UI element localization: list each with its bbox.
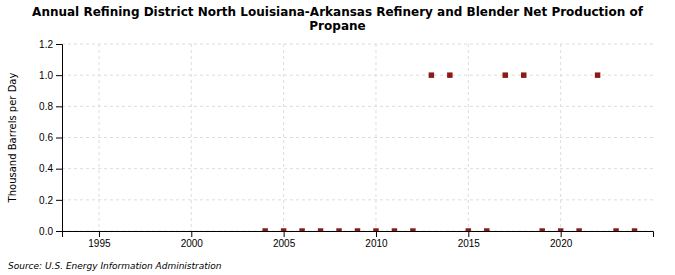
tick-label: 1995 (88, 238, 111, 249)
grid-line (98, 44, 99, 231)
point (503, 72, 508, 77)
tick-label: 0.4 (39, 163, 53, 174)
grid-line (191, 44, 192, 231)
point (299, 228, 304, 231)
tick-mark (56, 138, 62, 139)
tick: 0.2 (39, 195, 62, 206)
plot-area: 1995 2000 2005 2010 2015 2020 0.0 0.2 0.4 0.6 0.8 1… (39, 39, 653, 249)
axis-line (63, 232, 654, 238)
point (262, 228, 267, 231)
point (392, 228, 397, 231)
point (318, 228, 323, 231)
tick: 2005 (273, 231, 296, 249)
tick-label: 2000 (181, 238, 204, 249)
point (281, 228, 286, 231)
source: Source: U.S. Energy Information Administ… (8, 261, 222, 271)
tick-mark (56, 200, 62, 201)
tick-label: 2010 (365, 238, 388, 249)
point (613, 228, 618, 231)
point (447, 72, 452, 77)
tick-mark (56, 231, 62, 232)
grid-line (62, 137, 653, 138)
point (632, 228, 637, 231)
tick-label: 2015 (458, 238, 481, 249)
tick-label: 0.8 (39, 101, 53, 112)
grid-line (375, 44, 376, 231)
tick: 0.0 (39, 226, 62, 237)
tick-mark (284, 231, 285, 237)
tick-label: 0.0 (39, 226, 53, 237)
tick-mark (468, 231, 469, 237)
tick-mark (56, 106, 62, 107)
grid-line (62, 75, 653, 76)
points (262, 72, 637, 231)
tick: 2015 (458, 231, 481, 249)
tick: 0.4 (39, 163, 62, 174)
tick-label: 0.6 (39, 132, 53, 143)
grid (62, 44, 653, 231)
tick: 0.8 (39, 101, 62, 112)
tick-mark (561, 231, 562, 237)
point (539, 228, 544, 231)
tick: 2020 (550, 231, 573, 249)
tick: 2000 (181, 231, 204, 249)
tick: 1.0 (39, 70, 62, 81)
grid-line (62, 199, 653, 200)
point (484, 228, 489, 231)
point (521, 72, 526, 77)
tick-label: 1.2 (39, 39, 53, 50)
axis-line (56, 45, 63, 232)
tick-label: 1.0 (39, 70, 53, 81)
point (336, 228, 341, 231)
y-axis: 0.0 0.2 0.4 0.6 0.8 1.0 1.2 (39, 39, 62, 237)
grid-line (468, 44, 469, 231)
tick-mark (56, 44, 62, 45)
tick: 2010 (365, 231, 388, 249)
grid-line (560, 44, 561, 231)
grid-line (62, 106, 653, 107)
tick-label: 0.2 (39, 195, 53, 206)
tick: 0.6 (39, 132, 62, 143)
tick: 1.2 (39, 39, 62, 50)
x-axis: 1995 2000 2005 2010 2015 2020 (63, 231, 654, 249)
point (355, 228, 360, 231)
title: Annual Refining District North Louisiana… (32, 5, 644, 33)
chart: Annual Refining District North Louisiana… (0, 0, 675, 275)
tick-mark (56, 169, 62, 170)
tick-mark (56, 75, 62, 76)
grid-line (62, 168, 653, 169)
axis-title: Thousand Barrels per Day (7, 73, 18, 204)
tick-mark (99, 231, 100, 237)
tick-label: 2020 (550, 238, 573, 249)
point (466, 228, 471, 231)
point (595, 72, 600, 77)
grid-line (62, 44, 653, 45)
tick: 1995 (88, 231, 111, 249)
point (373, 228, 378, 231)
tick-mark (376, 231, 377, 237)
point (576, 228, 581, 231)
tick-label: 2005 (273, 238, 296, 249)
tick-mark (191, 231, 192, 237)
point (410, 228, 415, 231)
point (558, 228, 563, 231)
grid-line (283, 44, 284, 231)
point (429, 72, 434, 77)
